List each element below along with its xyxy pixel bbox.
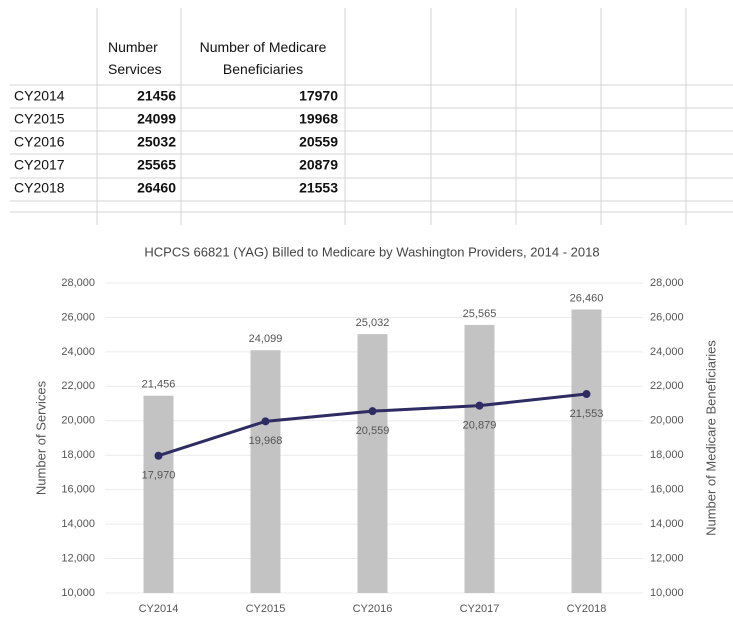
y-tick-label: 14,000: [61, 518, 95, 530]
header-cell: Number Services: [108, 39, 162, 77]
bar-value-label: 25,565: [463, 308, 497, 320]
row-label: CY2016: [14, 134, 65, 150]
cell: 24099: [137, 111, 176, 127]
y2-tick-label: 20,000: [650, 415, 684, 427]
bar: [571, 309, 602, 593]
line-point: [582, 390, 591, 399]
cell: 17970: [299, 88, 338, 104]
y2-tick-label: 16,000: [650, 484, 684, 496]
y2-tick-label: 28,000: [650, 277, 684, 289]
cell: 26460: [137, 180, 176, 196]
column-header: Number Services: [108, 39, 162, 77]
cell: 20559: [299, 134, 338, 150]
line-point: [368, 407, 377, 416]
line-point: [154, 451, 163, 460]
y-tick-label: 10,000: [61, 587, 95, 599]
bar: [250, 350, 281, 593]
cell: 21456: [137, 88, 176, 104]
bar-value-label: 24,099: [249, 333, 283, 345]
y2-tick-label: 14,000: [650, 518, 684, 530]
header-cell: Number of Medicare Beneficiaries: [199, 39, 327, 77]
x-tick-label: CY2017: [460, 603, 500, 615]
line-value-label: 21,553: [570, 408, 604, 420]
bar: [143, 395, 174, 593]
row-label: CY2015: [14, 111, 65, 127]
x-tick-label: CY2018: [567, 603, 607, 615]
cell: 20879: [299, 157, 338, 173]
y2-axis-label: Number of Medicare Beneficiaries: [703, 340, 718, 536]
bar: [464, 324, 495, 593]
cell: 21553: [299, 180, 338, 196]
row-label: CY2018: [14, 180, 65, 196]
y-tick-label: 16,000: [61, 484, 95, 496]
y-tick-label: 28,000: [61, 277, 95, 289]
row-label: CY2014: [14, 88, 65, 104]
chart-title: HCPCS 66821 (YAG) Billed to Medicare by …: [144, 244, 599, 259]
y-tick-label: 24,000: [61, 346, 95, 358]
column-header: Number of Medicare Beneficiaries: [199, 39, 327, 77]
x-tick-label: CY2016: [353, 603, 393, 615]
y2-tick-label: 12,000: [650, 552, 684, 564]
line-value-label: 19,968: [249, 435, 283, 447]
line-value-label: 17,970: [142, 470, 176, 482]
y2-tick-label: 10,000: [650, 587, 684, 599]
line-point: [475, 401, 484, 410]
bar-value-label: 26,460: [570, 292, 604, 304]
y-tick-label: 20,000: [61, 415, 95, 427]
x-tick-label: CY2014: [139, 603, 179, 615]
line-value-label: 20,879: [463, 420, 497, 432]
y-tick-label: 18,000: [61, 449, 95, 461]
line-value-label: 20,559: [356, 425, 390, 437]
cell: 25032: [137, 134, 176, 150]
y2-tick-label: 26,000: [650, 311, 684, 323]
cell: 25565: [137, 157, 176, 173]
y2-tick-label: 18,000: [650, 449, 684, 461]
x-tick-label: CY2015: [246, 603, 286, 615]
cell: 19968: [299, 111, 338, 127]
row-label: CY2017: [14, 157, 65, 173]
y2-tick-label: 24,000: [650, 346, 684, 358]
y-axis-label: Number of Services: [33, 380, 48, 495]
sheet-grid: [10, 8, 733, 225]
bar-value-label: 21,456: [142, 379, 176, 391]
bar-value-label: 25,032: [356, 317, 390, 329]
y2-tick-label: 22,000: [650, 380, 684, 392]
bar: [357, 334, 388, 593]
y-tick-label: 12,000: [61, 552, 95, 564]
y-tick-label: 22,000: [61, 380, 95, 392]
line-point: [261, 417, 270, 426]
y-tick-label: 26,000: [61, 311, 95, 323]
